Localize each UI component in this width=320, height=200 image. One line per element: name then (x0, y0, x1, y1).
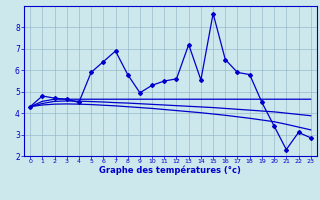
X-axis label: Graphe des températures (°c): Graphe des températures (°c) (100, 165, 241, 175)
